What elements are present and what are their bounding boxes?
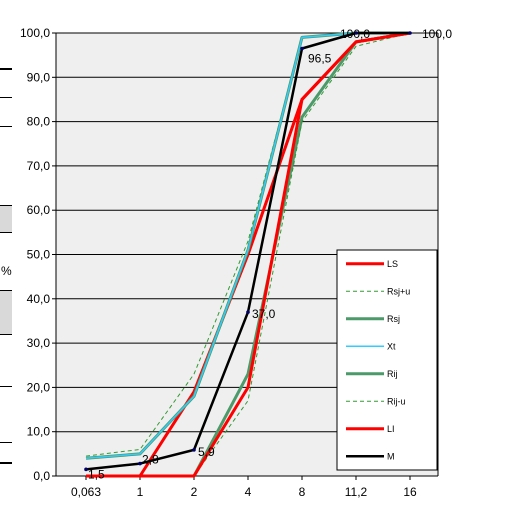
x-tick-label: 1 (137, 485, 144, 499)
data-labels: 1,5 2,8 5,9 37,0 96,5 100,0 100,0 (88, 27, 452, 481)
y-tick-label: 90,0 (27, 70, 51, 84)
x-tick-label: 16 (403, 485, 417, 499)
legend-label: Rsj (387, 314, 400, 324)
y-tick-label: 100,0 (20, 26, 50, 40)
y-tick-label: 40,0 (27, 292, 51, 306)
data-point (192, 448, 196, 452)
strip-block (0, 462, 12, 515)
x-tick-label: 4 (245, 485, 252, 499)
y-tick-label: 50,0 (27, 248, 51, 262)
legend-label: Rij (387, 369, 398, 379)
series-markers (84, 31, 412, 472)
data-label: 37,0 (252, 307, 276, 321)
data-point (354, 31, 358, 35)
y-tick-label: 60,0 (27, 203, 51, 217)
y-tick-label: 80,0 (27, 115, 51, 129)
data-label: 100,0 (340, 27, 370, 41)
legend-label: Xt (387, 341, 396, 351)
legend-box (336, 249, 438, 471)
strip-block (0, 72, 12, 98)
x-tick-label: 8 (299, 485, 306, 499)
axes: 0,0 10,0 20,0 30,0 40,0 50,0 60,0 70,0 80,0 90,0 1… (20, 26, 439, 499)
legend-label: M (387, 451, 395, 461)
y-tick-label: 20,0 (27, 380, 51, 394)
side-label: % (1, 264, 12, 278)
y-tick-label: 30,0 (27, 336, 51, 350)
data-point (246, 310, 250, 314)
legend: LS Rsj+u Rsj Xt Rij Rij-u LI M (336, 249, 438, 471)
x-tick-label: 2 (191, 485, 198, 499)
data-label: 1,5 (88, 467, 105, 481)
data-point (84, 467, 88, 472)
data-point (138, 461, 142, 466)
x-tick-label: 0,063 (71, 485, 101, 499)
data-point (300, 46, 304, 51)
strip-block (0, 205, 12, 233)
strip-block (0, 99, 12, 127)
legend-label: Rsj+u (387, 286, 410, 296)
y-tick-label: 10,0 (27, 425, 51, 439)
legend-label: LS (387, 259, 398, 269)
series-line-rij-u (86, 32, 411, 477)
data-label: 96,5 (308, 52, 332, 66)
strip-block (0, 0, 12, 70)
y-tick-label: 0,0 (33, 469, 50, 483)
data-label: 100,0 (422, 27, 452, 41)
strip-block (0, 290, 12, 335)
data-point (408, 31, 412, 35)
legend-label: Rij-u (387, 396, 406, 406)
left-strip (0, 0, 12, 515)
series-line-li (86, 31, 411, 478)
strip-block (0, 442, 12, 443)
data-label: 2,8 (142, 453, 159, 467)
legend-label: LI (387, 424, 395, 434)
x-tick-label: 11,2 (345, 485, 368, 499)
y-tick-label: 70,0 (27, 159, 51, 173)
strip-block (0, 386, 12, 387)
data-label: 5,9 (198, 445, 215, 459)
